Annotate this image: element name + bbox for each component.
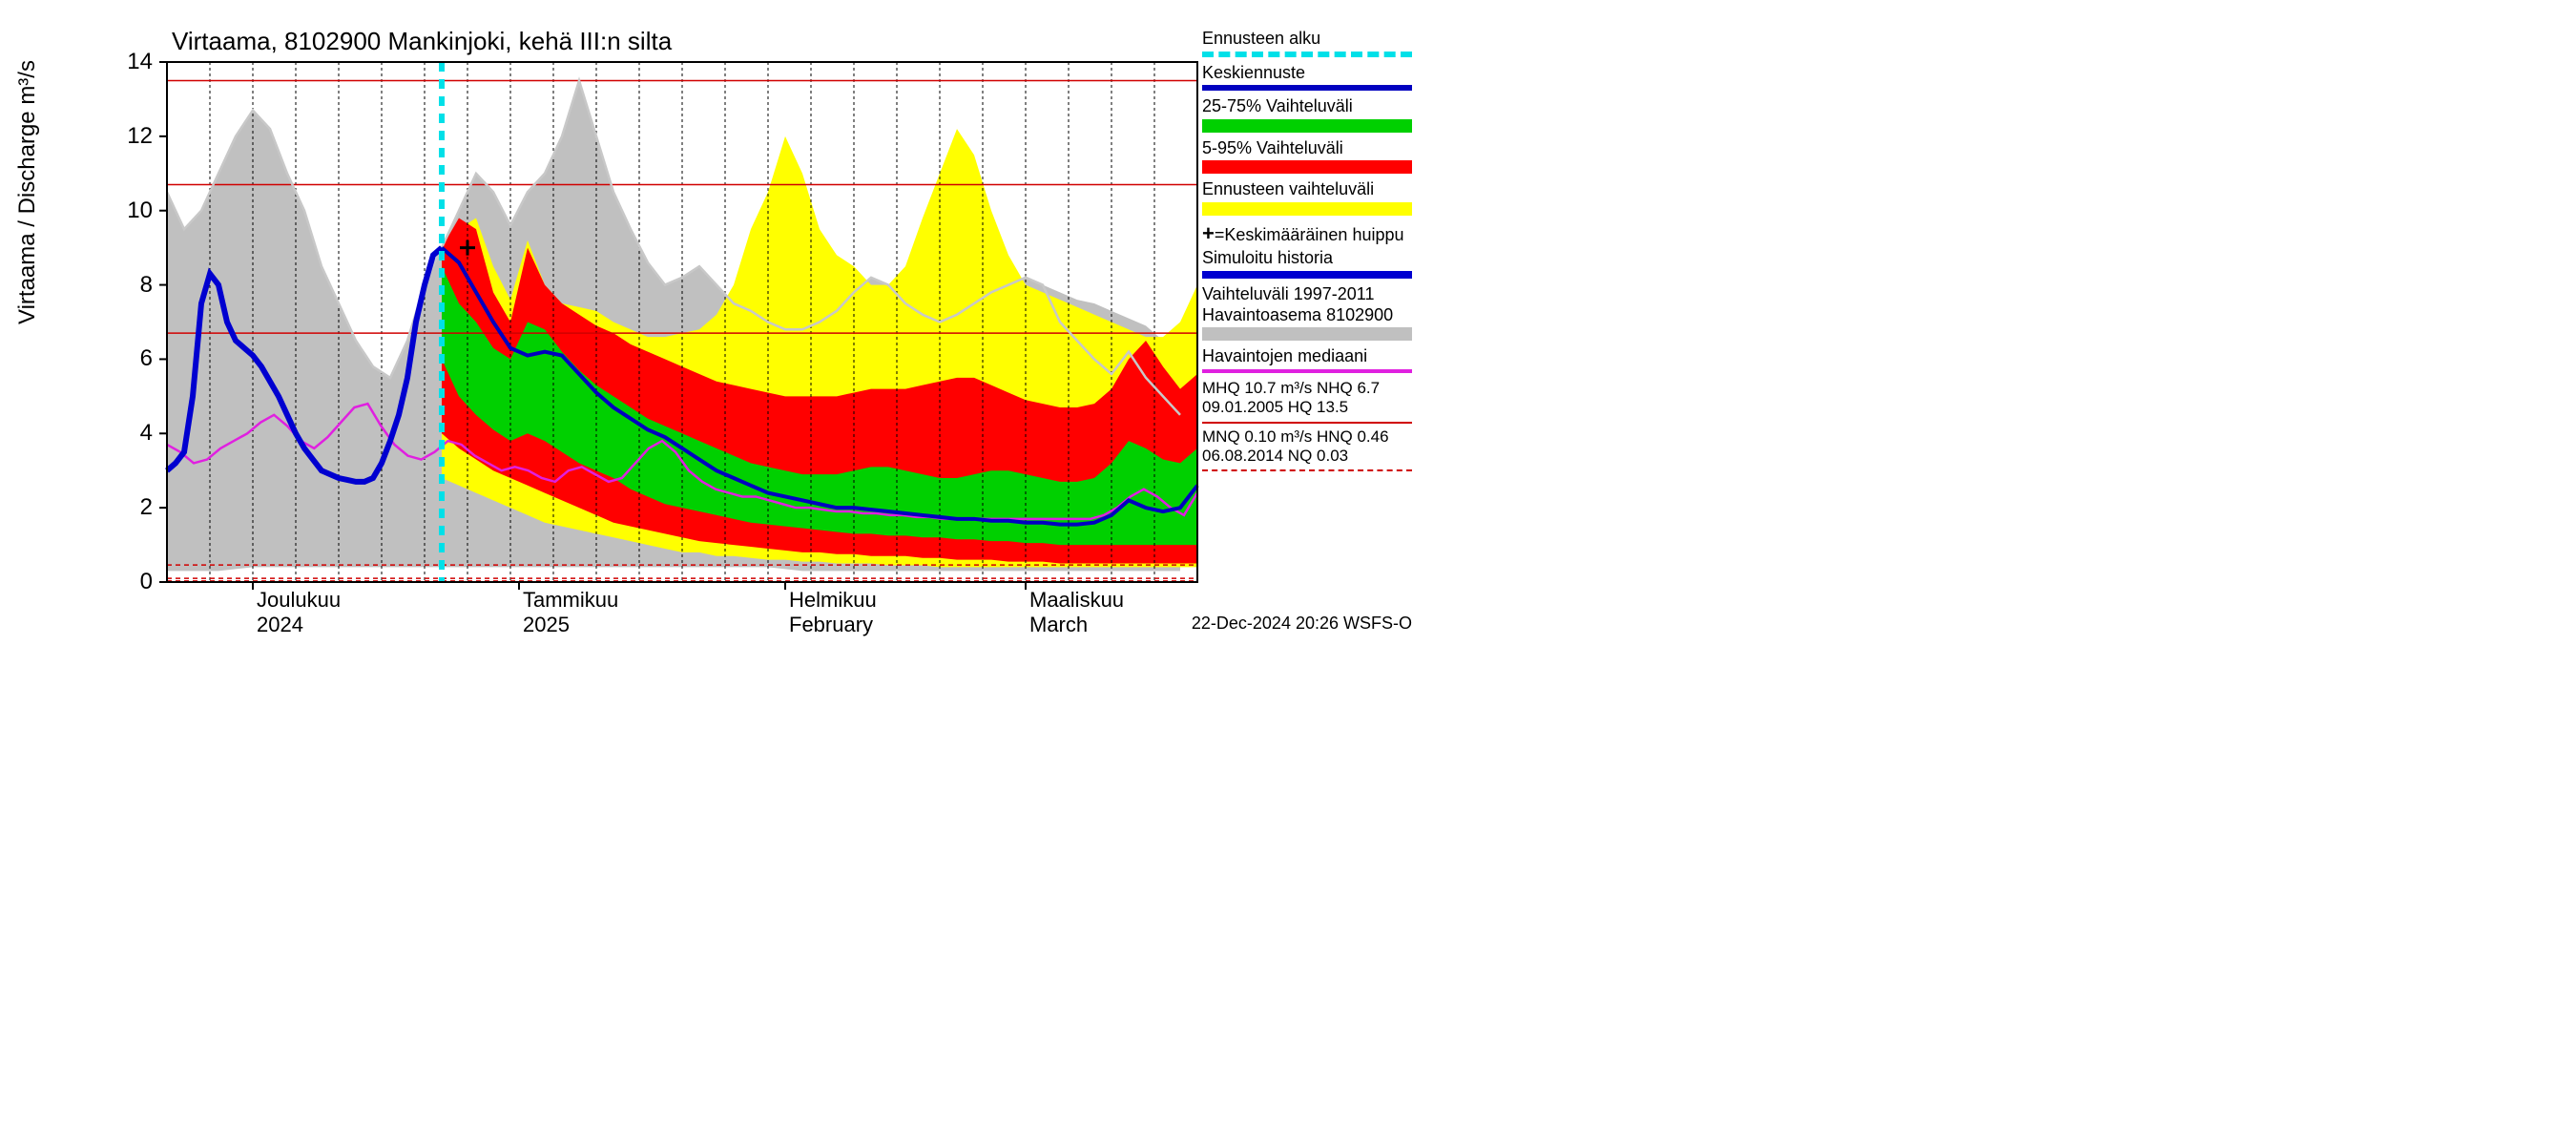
legend-item: Vaihteluväli 1997-2011 Havaintoasema 810… [1202, 284, 1412, 341]
y-tick-label: 2 [114, 494, 153, 521]
y-tick-label: 14 [114, 49, 153, 75]
chart-container: Virtaama, 8102900 Mankinjoki, kehä III:n… [0, 0, 1422, 649]
legend-item: Ennusteen vaihteluväli [1202, 179, 1412, 216]
x-tick-label: Joulukuu 2024 [257, 588, 341, 637]
chart-title: Virtaama, 8102900 Mankinjoki, kehä III:n… [172, 27, 672, 56]
legend-item: Keskiennuste [1202, 63, 1412, 92]
legend-stat: MHQ 10.7 m³/s NHQ 6.709.01.2005 HQ 13.5 [1202, 379, 1412, 424]
y-tick-label: 6 [114, 345, 153, 372]
x-tick-label: Maaliskuu March [1029, 588, 1124, 637]
y-tick-label: 10 [114, 198, 153, 224]
legend-item: Ennusteen alku [1202, 29, 1412, 57]
legend-item: Havaintojen mediaani [1202, 346, 1412, 373]
y-axis-label: Virtaama / Discharge m³/s [14, 60, 41, 324]
y-tick-label: 12 [114, 123, 153, 150]
x-tick-label: Helmikuu February [789, 588, 877, 637]
y-tick-label: 8 [114, 272, 153, 299]
legend: Ennusteen alku Keskiennuste 25-75% Vaihtel… [1202, 29, 1412, 471]
legend-item: Simuloitu historia [1202, 248, 1412, 279]
x-tick-label: Tammikuu 2025 [523, 588, 618, 637]
legend-item: 5-95% Vaihteluväli [1202, 138, 1412, 175]
legend-item: +=Keskimääräinen huippu [1202, 221, 1412, 246]
y-tick-label: 0 [114, 569, 153, 595]
legend-item: 25-75% Vaihteluväli [1202, 96, 1412, 133]
legend-stat: MNQ 0.10 m³/s HNQ 0.4606.08.2014 NQ 0.03 [1202, 427, 1412, 472]
footer-timestamp: 22-Dec-2024 20:26 WSFS-O [1192, 614, 1412, 634]
y-tick-label: 4 [114, 420, 153, 447]
